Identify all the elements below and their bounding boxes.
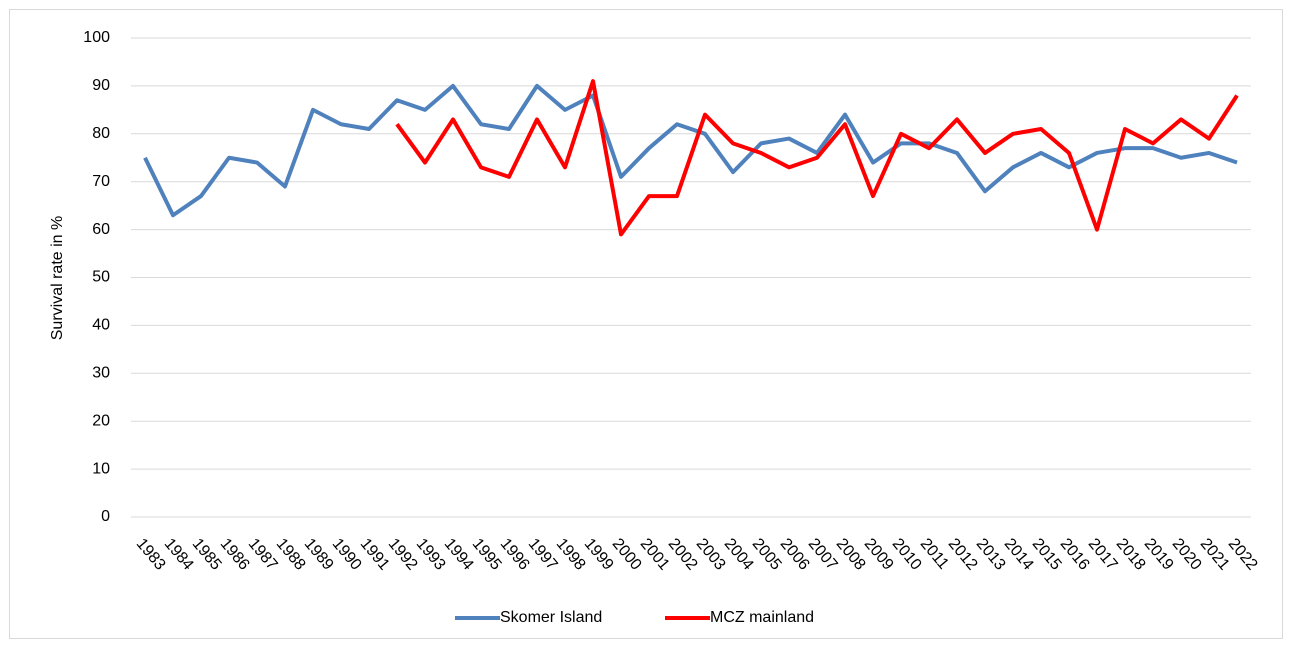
chart-border	[9, 9, 1283, 639]
legend-label: Skomer Island	[500, 609, 602, 626]
y-tick-label: 40	[92, 317, 110, 334]
y-tick-label: 100	[83, 29, 110, 46]
y-tick-label: 50	[92, 269, 110, 286]
y-tick-label: 0	[101, 508, 110, 525]
legend-label: MCZ mainland	[710, 609, 814, 626]
y-tick-label: 90	[92, 77, 110, 94]
y-axis-label: Survival rate in %	[49, 216, 66, 341]
y-tick-label: 60	[92, 221, 110, 238]
y-tick-label: 20	[92, 412, 110, 429]
y-tick-label: 80	[92, 125, 110, 142]
y-tick-label: 10	[92, 460, 110, 477]
series-line	[143, 83, 1238, 218]
series-line	[395, 79, 1239, 237]
y-tick-label: 70	[92, 173, 110, 190]
y-tick-label: 30	[92, 365, 110, 382]
